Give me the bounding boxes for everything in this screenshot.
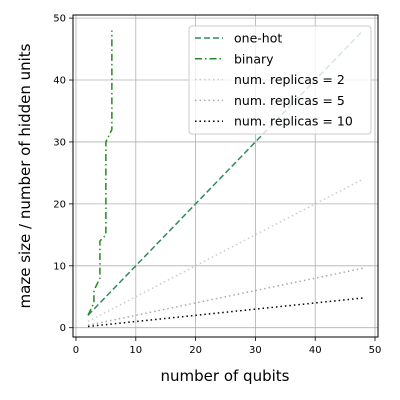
series-line-5 [87, 297, 364, 328]
x-axis-label: number of qubits [161, 367, 290, 385]
x-tick-label: 10 [129, 345, 142, 356]
y-tick-label: 30 [53, 137, 66, 148]
y-tick-label: 50 [53, 14, 66, 25]
x-tick-label: 20 [189, 345, 202, 356]
plot-frame [72, 14, 379, 338]
legend-label: num. replicas = 10 [234, 114, 353, 129]
series-line-1 [87, 29, 364, 316]
x-tick-label: 30 [249, 345, 262, 356]
legend-label: num. replicas = 5 [234, 93, 345, 108]
legend: one-hot binary num. replicas = 2 num. repli… [188, 25, 372, 135]
series-line-4 [87, 267, 364, 326]
series-layer [87, 29, 364, 328]
y-axis-label: maze size / number of hidden units [16, 43, 34, 308]
x-tick-label: 40 [309, 345, 322, 356]
x-tick-label: 50 [369, 345, 382, 356]
y-tick-label: 10 [53, 261, 66, 272]
ticks: 0 10 20 30 40 50 0 10 20 30 40 50 [53, 14, 381, 356]
legend-box [188, 25, 372, 135]
y-tick-label: 20 [53, 199, 66, 210]
y-tick-label: 40 [53, 76, 66, 87]
y-tick-label: 0 [60, 323, 66, 334]
legend-label: one-hot [234, 31, 282, 46]
legend-label: binary [234, 51, 274, 66]
series-line-2 [87, 30, 113, 316]
x-tick-label: 0 [73, 345, 79, 356]
legend-label: num. replicas = 2 [234, 72, 345, 87]
